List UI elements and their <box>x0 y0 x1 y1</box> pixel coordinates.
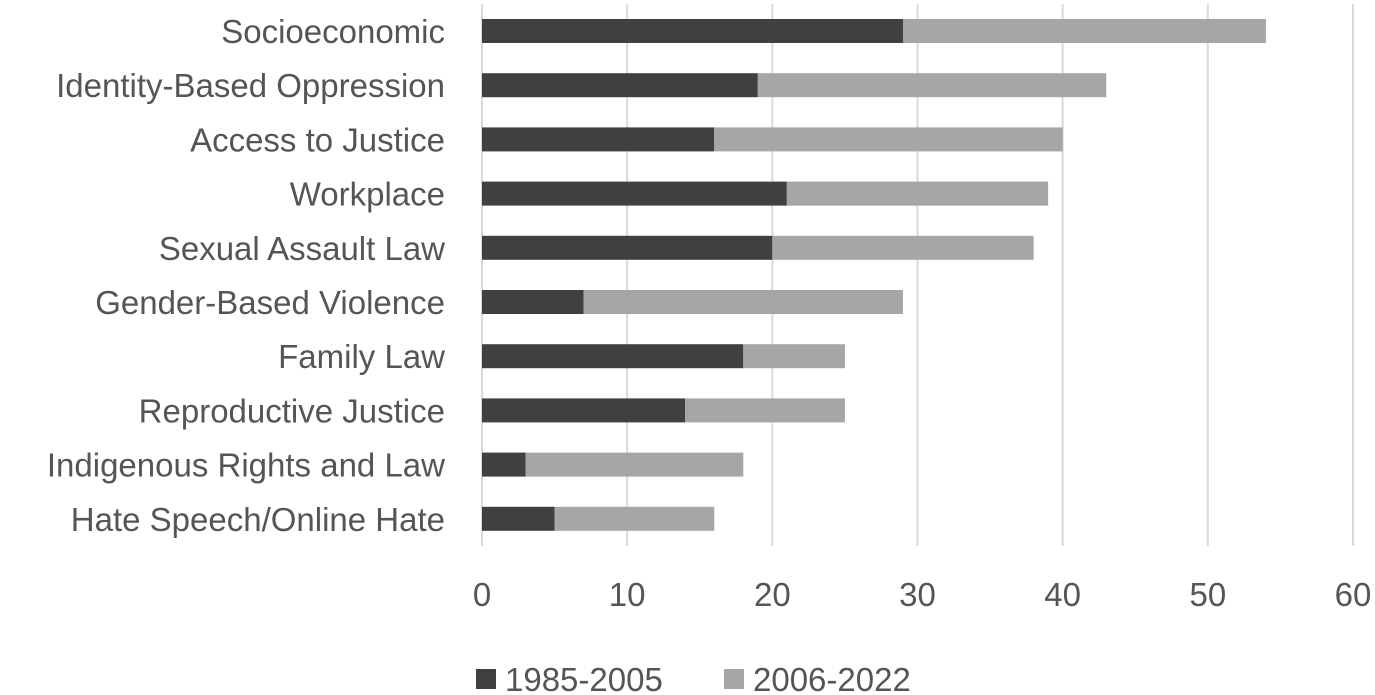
category-label-indigenous-rights-and-law: Indigenous Rights and Law <box>47 447 445 484</box>
bar-workplace-2006-2022 <box>786 181 1049 206</box>
category-label-family-law: Family Law <box>278 338 445 375</box>
bar-socioeconomic-1985-2005 <box>482 19 903 43</box>
bar-reproductive-justice-2006-2022 <box>685 398 845 423</box>
bar-workplace-1985-2005 <box>482 181 787 206</box>
bar-identity-based-oppression-1985-2005 <box>482 73 758 98</box>
bar-access-to-justice-2006-2022 <box>714 127 1063 152</box>
bar-indigenous-rights-and-law-2006-2022 <box>525 452 744 477</box>
category-label-identity-based-oppression: Identity-Based Oppression <box>56 67 445 104</box>
bar-socioeconomic-2006-2022 <box>902 19 1266 43</box>
category-label-access-to-justice: Access to Justice <box>190 121 445 158</box>
x-tick-label-10: 10 <box>609 576 646 613</box>
bars <box>482 19 1266 531</box>
x-tick-label-40: 40 <box>1044 576 1081 613</box>
category-label-socioeconomic: Socioeconomic <box>221 13 445 50</box>
bar-identity-based-oppression-2006-2022 <box>757 73 1107 98</box>
category-label-gender-based-violence: Gender-Based Violence <box>95 284 445 321</box>
bar-sexual-assault-law-1985-2005 <box>482 235 773 260</box>
bar-access-to-justice-1985-2005 <box>482 127 715 152</box>
x-axis-ticks: 0 10 20 30 40 50 60 <box>473 576 1372 613</box>
legend-label-2006-2022: 2006-2022 <box>753 661 911 695</box>
bar-indigenous-rights-and-law-1985-2005 <box>482 452 526 477</box>
bar-family-law-1985-2005 <box>482 344 744 369</box>
x-tick-label-20: 20 <box>754 576 791 613</box>
bar-gender-based-violence-2006-2022 <box>583 290 903 314</box>
legend-swatch-2006-2022 <box>724 669 744 689</box>
x-tick-label-50: 50 <box>1189 576 1226 613</box>
bar-hate-speech-online-hate-2006-2022 <box>554 506 715 531</box>
bar-reproductive-justice-1985-2005 <box>482 398 686 423</box>
category-label-hate-speech-online-hate: Hate Speech/Online Hate <box>71 501 445 538</box>
category-label-workplace: Workplace <box>290 176 445 213</box>
category-label-sexual-assault-law: Sexual Assault Law <box>159 230 445 267</box>
bar-gender-based-violence-1985-2005 <box>482 290 584 314</box>
category-label-reproductive-justice: Reproductive Justice <box>139 392 445 429</box>
bar-hate-speech-online-hate-1985-2005 <box>482 506 555 531</box>
legend-label-1985-2005: 1985-2005 <box>505 661 663 695</box>
legend-swatch-1985-2005 <box>476 669 496 689</box>
legend: 1985-2005 2006-2022 <box>476 661 911 695</box>
x-tick-label-0: 0 <box>473 576 491 613</box>
bar-family-law-2006-2022 <box>743 344 845 369</box>
x-tick-label-60: 60 <box>1335 576 1372 613</box>
bar-sexual-assault-law-2006-2022 <box>772 235 1034 260</box>
category-labels: Socioeconomic Identity-Based Oppression Ac… <box>47 13 445 538</box>
x-tick-label-30: 30 <box>899 576 936 613</box>
